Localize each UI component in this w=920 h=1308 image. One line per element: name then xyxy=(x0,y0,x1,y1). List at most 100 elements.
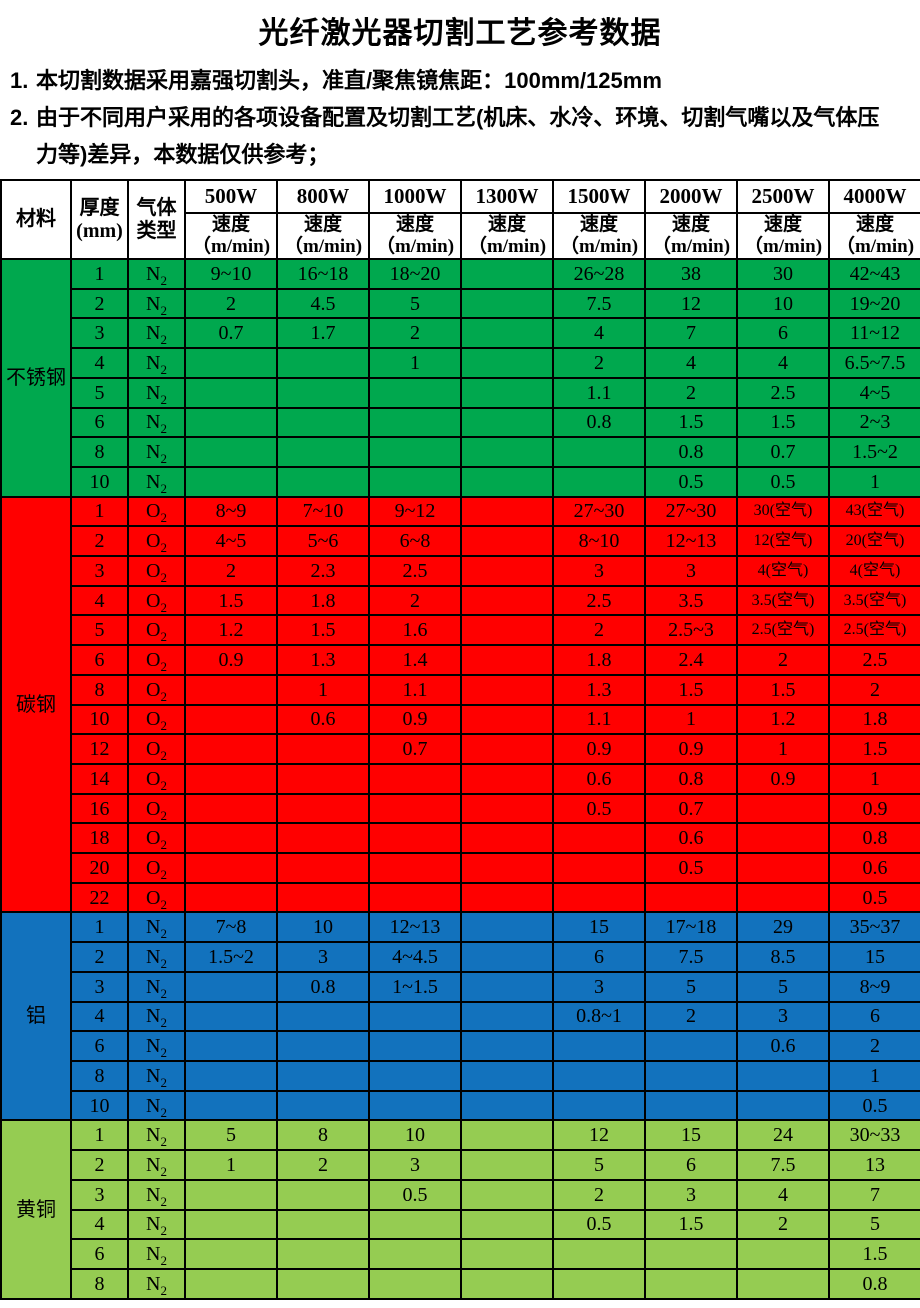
speed-value-cell xyxy=(460,1089,554,1122)
speed-value-cell: 2.5 xyxy=(736,376,830,409)
speed-unit-header-line: （m/min) xyxy=(191,236,271,257)
table-row: 6 N2 0.6 2 xyxy=(1,1030,920,1062)
speed-value-cell xyxy=(184,436,278,468)
speed-value-cell xyxy=(460,941,554,973)
speed-unit-header-line: （m/min) xyxy=(835,236,915,257)
speed-value-cell: 4(空气) xyxy=(736,555,830,587)
speed-value-cell: 3 xyxy=(552,555,646,587)
speed-value-cell: 6 xyxy=(736,317,830,350)
speed-value-cell: 2.5 xyxy=(828,644,920,676)
thickness-cell: 18 xyxy=(70,822,129,855)
table-row: 3 N2 0.8 1~1.5 3 5 5 8~9 xyxy=(1,970,920,1003)
table-row: 6 N2 0.8 1.5 1.5 2~3 xyxy=(1,406,920,439)
material-label: 黄铜 xyxy=(0,1119,72,1300)
speed-value-cell xyxy=(460,1267,554,1300)
speed-value-cell xyxy=(552,1238,646,1270)
speed-value-cell xyxy=(460,852,554,884)
gas-type-cell: O2 xyxy=(127,852,186,884)
speed-value-cell: 2.4 xyxy=(644,644,738,676)
table-row: 16 O2 0.5 0.7 0.9 xyxy=(1,792,920,825)
speed-value-cell: 0.5 xyxy=(828,1089,920,1122)
table-row: 8 N2 0.8 xyxy=(1,1267,920,1300)
thickness-cell: 16 xyxy=(70,792,129,825)
speed-value-cell xyxy=(276,436,370,468)
thickness-cell: 8 xyxy=(70,1059,129,1092)
thickness-cell: 2 xyxy=(70,941,129,973)
table-row: 3 N2 0.5 2 3 4 7 xyxy=(1,1178,920,1211)
gas-type-cell: N2 xyxy=(127,1267,186,1300)
speed-unit-header-line: 速度 xyxy=(395,214,434,235)
speed-value-cell: 6 xyxy=(552,941,646,973)
thickness-cell: 6 xyxy=(70,1030,129,1062)
speed-value-cell: 1 xyxy=(644,703,738,736)
speed-value-cell xyxy=(460,584,554,617)
thickness-cell: 4 xyxy=(70,347,129,379)
table-row: 3 O2 2 2.3 2.5 3 3 4(空气) 4(空气) xyxy=(1,555,920,587)
speed-value-cell: 4~4.5 xyxy=(368,941,462,973)
speed-value-cell: 30~33 xyxy=(828,1119,920,1152)
power-column-header: 2000W xyxy=(644,179,738,214)
speed-value-cell: 3 xyxy=(736,1000,830,1033)
gas-type-cell: O2 xyxy=(127,644,186,676)
speed-value-cell xyxy=(184,733,278,765)
speed-value-cell: 0.5 xyxy=(368,1178,462,1211)
speed-value-cell xyxy=(644,1267,738,1300)
speed-value-cell: 2.5 xyxy=(368,555,462,587)
speed-value-cell: 1.5 xyxy=(828,733,920,765)
gas-type-cell: N2 xyxy=(127,465,186,498)
thickness-cell: 8 xyxy=(70,673,129,706)
speed-value-cell xyxy=(276,1000,370,1033)
thickness-cell: 20 xyxy=(70,852,129,884)
speed-value-cell: 3 xyxy=(276,941,370,973)
speed-value-cell xyxy=(276,1178,370,1211)
speed-value-cell xyxy=(368,1208,462,1241)
table-row: 4 N2 0.5 1.5 2 5 xyxy=(1,1208,920,1241)
speed-value-cell: 0.6 xyxy=(644,822,738,855)
speed-value-cell: 1.1 xyxy=(368,673,462,706)
speed-value-cell: 5 xyxy=(552,1149,646,1181)
speed-value-cell xyxy=(368,1030,462,1062)
thickness-cell: 1 xyxy=(70,495,129,528)
table-row: 8 O2 1 1.1 1.3 1.5 1.5 2 xyxy=(1,673,920,706)
speed-value-cell: 0.6 xyxy=(736,1030,830,1062)
speed-value-cell xyxy=(184,1000,278,1033)
speed-value-cell: 0.9 xyxy=(552,733,646,765)
speed-value-cell xyxy=(460,1149,554,1181)
speed-value-cell xyxy=(460,1238,554,1270)
speed-value-cell: 1.6 xyxy=(368,614,462,647)
speed-value-cell: 2 xyxy=(736,1208,830,1241)
speed-value-cell: 0.5 xyxy=(644,852,738,884)
speed-value-cell xyxy=(368,1089,462,1122)
speed-value-cell: 20(空气) xyxy=(828,525,920,558)
thickness-cell: 1 xyxy=(70,1119,129,1152)
speed-value-cell: 0.7 xyxy=(644,792,738,825)
speed-value-cell xyxy=(460,465,554,498)
gas-type-cell: N2 xyxy=(127,1149,186,1181)
speed-value-cell: 6.5~7.5 xyxy=(828,347,920,379)
speed-value-cell xyxy=(184,406,278,439)
speed-value-cell: 3.5 xyxy=(644,584,738,617)
speed-value-cell xyxy=(460,614,554,647)
speed-value-cell: 8~10 xyxy=(552,525,646,558)
speed-value-cell xyxy=(276,1267,370,1300)
speed-value-cell: 1.5~2 xyxy=(828,436,920,468)
gas-type-header: 气体 类型 xyxy=(127,179,186,260)
gas-type-cell: O2 xyxy=(127,614,186,647)
gas-type-cell: O2 xyxy=(127,822,186,855)
thickness-cell: 2 xyxy=(70,287,129,320)
table-row: 6 N2 1.5 xyxy=(1,1238,920,1270)
speed-value-cell: 2 xyxy=(552,347,646,379)
speed-value-cell xyxy=(460,911,554,944)
header-row-speed: 速度 （m/min) 速度 （m/min) 速度 （m/min) 速度 （m/min) 速度 （m… xyxy=(1,212,920,260)
gas-type-cell: N2 xyxy=(127,1000,186,1033)
speed-value-cell: 4(空气) xyxy=(828,555,920,587)
power-column-header: 4000W xyxy=(828,179,920,214)
speed-value-cell: 1 xyxy=(828,465,920,498)
thickness-cell: 10 xyxy=(70,703,129,736)
speed-value-cell: 0.5 xyxy=(828,881,920,914)
table-row: 不锈钢 1 N2 9~10 16~18 18~20 26~28 38 30 42~43 xyxy=(0,258,920,498)
speed-value-cell: 12 xyxy=(552,1119,646,1152)
material-label: 碳钢 xyxy=(0,495,72,914)
speed-value-cell xyxy=(184,1208,278,1241)
speed-value-cell: 1.5~2 xyxy=(184,941,278,973)
